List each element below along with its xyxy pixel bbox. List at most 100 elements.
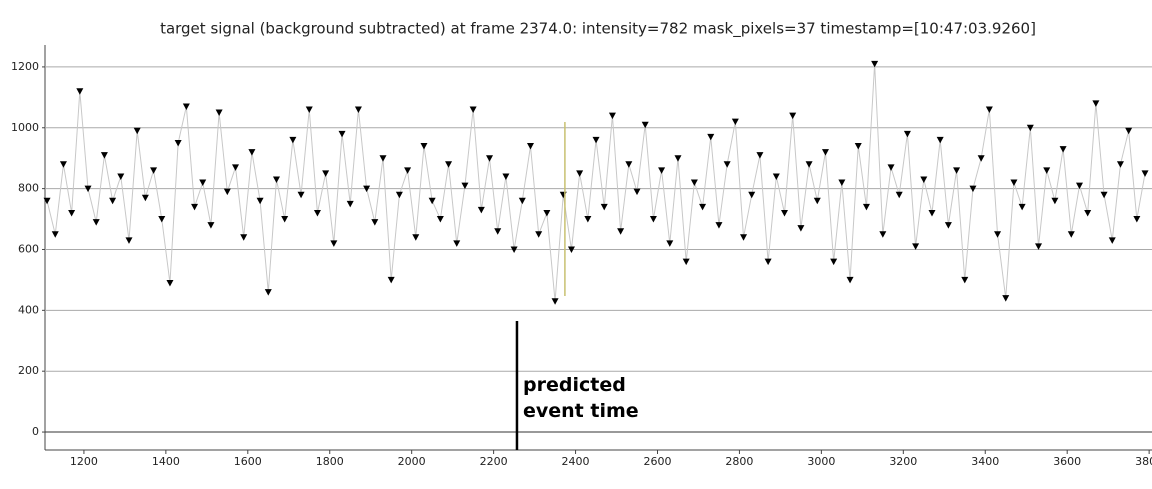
point bbox=[92, 219, 100, 226]
point bbox=[232, 164, 240, 171]
point bbox=[821, 149, 829, 156]
point bbox=[871, 60, 879, 68]
point bbox=[117, 173, 125, 180]
point bbox=[1141, 170, 1149, 177]
point bbox=[723, 161, 731, 168]
point bbox=[830, 258, 838, 266]
point bbox=[371, 219, 379, 226]
point bbox=[289, 136, 297, 144]
point bbox=[494, 228, 502, 235]
point bbox=[748, 191, 756, 199]
point bbox=[526, 143, 534, 150]
point bbox=[100, 152, 108, 159]
point bbox=[936, 136, 944, 144]
x-tick-label: 2000 bbox=[398, 455, 426, 468]
point bbox=[338, 130, 346, 138]
point bbox=[1100, 191, 1108, 199]
point bbox=[272, 176, 280, 183]
point bbox=[764, 258, 772, 266]
point bbox=[453, 240, 461, 247]
point bbox=[854, 143, 862, 150]
x-tick-label: 2400 bbox=[562, 455, 590, 468]
x-tick-label: 3600 bbox=[1053, 455, 1081, 468]
point bbox=[559, 191, 567, 199]
point bbox=[420, 143, 428, 150]
point bbox=[1002, 295, 1010, 302]
point bbox=[445, 161, 453, 168]
x-tick-label: 1600 bbox=[234, 455, 262, 468]
point bbox=[1051, 197, 1059, 205]
point bbox=[125, 237, 133, 244]
point bbox=[297, 191, 305, 199]
point bbox=[961, 276, 969, 284]
y-tick-label: 1200 bbox=[11, 60, 39, 73]
x-tick-label: 3000 bbox=[807, 455, 835, 468]
point bbox=[240, 234, 248, 241]
point bbox=[699, 203, 707, 211]
point bbox=[330, 240, 338, 247]
point bbox=[248, 149, 256, 156]
point bbox=[977, 155, 985, 162]
point bbox=[486, 155, 494, 162]
point bbox=[387, 276, 395, 284]
annotation: predicted event time bbox=[523, 374, 639, 422]
point bbox=[633, 188, 641, 196]
point bbox=[461, 182, 469, 190]
point bbox=[395, 191, 403, 199]
point bbox=[1084, 209, 1092, 217]
point bbox=[174, 139, 182, 147]
y-tick-label: 0 bbox=[32, 425, 39, 438]
point bbox=[535, 231, 543, 238]
point bbox=[944, 222, 952, 229]
point bbox=[215, 109, 223, 117]
point bbox=[191, 203, 199, 211]
point bbox=[1133, 216, 1141, 223]
point bbox=[59, 161, 67, 168]
y-tick-label: 200 bbox=[18, 364, 39, 377]
y-tick-label: 1000 bbox=[11, 121, 39, 134]
point bbox=[879, 231, 887, 238]
x-tick-label: 1800 bbox=[316, 455, 344, 468]
point bbox=[584, 216, 592, 223]
point bbox=[625, 161, 633, 168]
y-tick-label: 400 bbox=[18, 303, 39, 316]
point bbox=[363, 185, 371, 193]
point bbox=[469, 106, 477, 114]
point bbox=[715, 222, 723, 229]
point bbox=[510, 246, 518, 253]
point bbox=[838, 179, 846, 187]
point bbox=[264, 289, 272, 296]
point bbox=[379, 155, 387, 162]
point bbox=[846, 276, 854, 284]
point bbox=[641, 121, 649, 129]
point bbox=[68, 209, 76, 217]
point bbox=[281, 216, 289, 223]
point bbox=[133, 127, 141, 135]
point bbox=[1018, 203, 1026, 211]
point bbox=[862, 203, 870, 211]
point bbox=[781, 209, 789, 217]
point bbox=[740, 234, 748, 241]
point bbox=[404, 167, 412, 174]
point bbox=[887, 164, 895, 171]
point bbox=[576, 170, 584, 177]
point bbox=[674, 155, 682, 162]
point bbox=[1059, 146, 1067, 153]
x-tick-label: 3400 bbox=[971, 455, 999, 468]
point bbox=[617, 228, 625, 235]
point bbox=[182, 103, 190, 110]
x-tick-label: 2800 bbox=[725, 455, 753, 468]
point bbox=[322, 170, 330, 177]
point bbox=[1043, 167, 1051, 174]
point bbox=[199, 179, 207, 187]
series-line bbox=[46, 63, 1146, 302]
point bbox=[690, 179, 698, 187]
point bbox=[903, 130, 911, 138]
point bbox=[1092, 100, 1100, 107]
point bbox=[805, 161, 813, 168]
point bbox=[649, 216, 657, 223]
point bbox=[895, 191, 903, 199]
x-tick-label: 3200 bbox=[889, 455, 917, 468]
point bbox=[346, 200, 354, 208]
point bbox=[682, 258, 690, 266]
